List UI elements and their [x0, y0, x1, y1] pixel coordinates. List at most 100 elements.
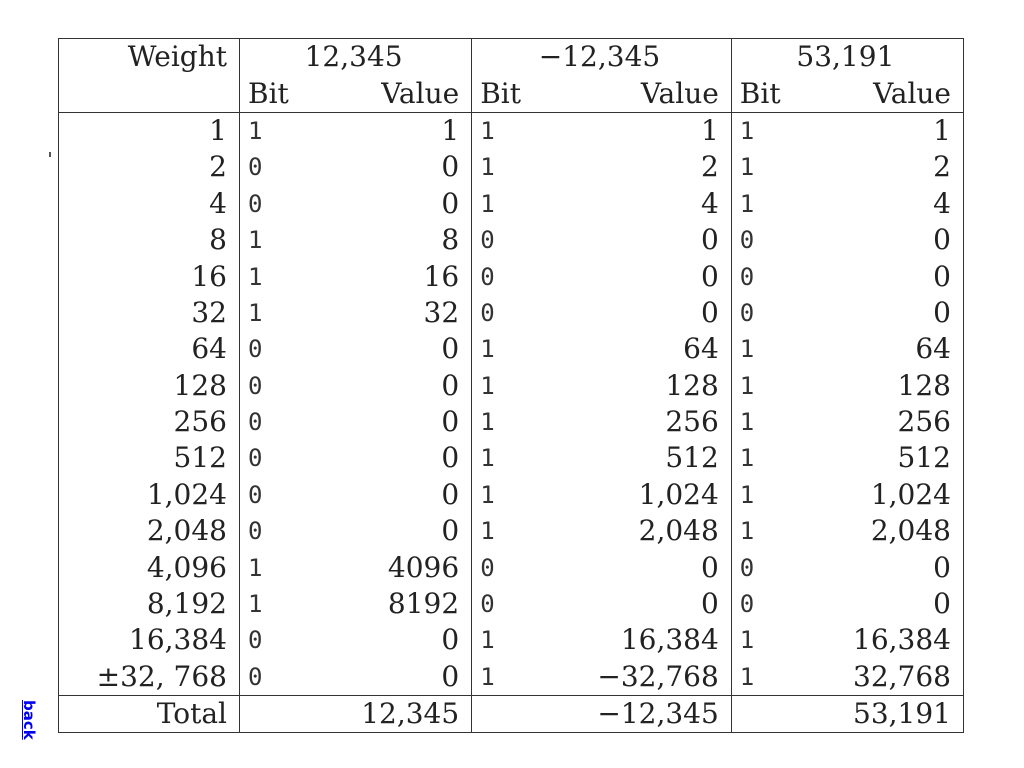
value-cell: 1,024 [638, 477, 719, 511]
value-cell: 2 [700, 150, 719, 184]
table-row: ±32, 768 0 0 1 −32,768 1 32,768 [58, 658, 965, 696]
weight-cell: 4,096 [58, 549, 240, 586]
bit-cell: 1 [730, 367, 811, 404]
weight-cell: 1,024 [58, 476, 240, 514]
value-cell: 16,384 [810, 622, 965, 659]
table-row: 1 1 1 1 1 1 1 [58, 112, 965, 150]
value-cell: 0 [700, 550, 719, 584]
table-row: 16 1 16 0 0 0 0 [58, 258, 965, 295]
value-cell: 0 [441, 623, 460, 657]
value-cell: 4 [700, 186, 719, 220]
bit-cell: 1 [730, 513, 811, 550]
value-cell: 0 [810, 221, 965, 259]
bit-cell: 0 [471, 294, 550, 332]
bit-cell: 1 [730, 185, 811, 222]
weight-cell: ±32, 768 [58, 658, 240, 696]
value-cell: 128 [665, 368, 719, 402]
weight-cell: 2,048 [58, 513, 240, 550]
total-value-2: −12,345 [549, 695, 732, 734]
value-cell: 1,024 [810, 476, 965, 514]
weight-cell: 128 [58, 367, 240, 404]
weight-cell: 4 [58, 185, 240, 222]
bit-cell: 1 [471, 185, 550, 222]
weight-cell: 32 [58, 294, 240, 332]
bit-cell: 1 [730, 403, 811, 441]
value-cell: 256 [810, 403, 965, 441]
value-cell: 0 [700, 587, 719, 621]
value-cell: 512 [665, 441, 719, 475]
table-row: 4,096 1 4096 0 0 0 0 [58, 549, 965, 586]
table-row: 256 0 0 1 256 1 256 [58, 403, 965, 441]
bit-cell: 1 [471, 658, 550, 696]
value-cell: 128 [810, 367, 965, 404]
value-cell: 32,768 [810, 658, 965, 696]
bit-cell: 0 [238, 476, 319, 514]
table-row: 1,024 0 0 1 1,024 1 1,024 [58, 476, 965, 514]
value-cell: 0 [441, 186, 460, 220]
group-header-1: 12,345 [238, 38, 472, 76]
value-cell: 4 [810, 185, 965, 222]
bit-cell: 1 [471, 622, 550, 659]
bit-cell: 1 [730, 476, 811, 514]
value-cell: 1 [810, 112, 965, 150]
weight-cell: 16,384 [58, 622, 240, 659]
bit-cell: 0 [730, 294, 811, 332]
total-bit-spacer [238, 695, 319, 734]
table-row: 2 0 0 1 2 1 2 [58, 149, 965, 186]
table-row: 512 0 0 1 512 1 512 [58, 440, 965, 477]
total-value-1: 12,345 [318, 695, 472, 734]
value-cell: 0 [441, 405, 460, 439]
weight-cell: 512 [58, 440, 240, 477]
bit-header-2: Bit [471, 75, 550, 113]
weight-cell: 8,192 [58, 585, 240, 623]
value-cell: 0 [810, 294, 965, 332]
value-cell: 1 [700, 113, 719, 147]
bit-cell: 0 [730, 258, 811, 295]
value-cell: 0 [441, 477, 460, 511]
bit-cell: 0 [471, 221, 550, 259]
value-cell: 0 [441, 659, 460, 693]
value-cell: 1 [441, 113, 460, 147]
value-cell: 0 [700, 223, 719, 257]
value-header-3: Value [810, 75, 965, 113]
weight-subheader [58, 75, 240, 113]
bit-cell: 1 [238, 221, 319, 259]
bit-cell: 1 [730, 331, 811, 368]
table-body: 1 1 1 1 1 1 1 2 0 0 1 2 1 2 4 0 0 1 4 1 … [58, 112, 965, 734]
table-row: 16,384 0 0 1 16,384 1 16,384 [58, 622, 965, 659]
bit-cell: 1 [238, 294, 319, 332]
value-cell: −32,768 [597, 659, 719, 693]
total-label: Total [58, 695, 240, 734]
value-header-2: Value [640, 76, 719, 110]
value-cell: 0 [700, 295, 719, 329]
bit-cell: 0 [238, 513, 319, 550]
value-cell: 512 [810, 440, 965, 477]
value-cell: 64 [683, 332, 719, 366]
bit-cell: 0 [238, 331, 319, 368]
value-cell: 2 [810, 149, 965, 186]
bit-cell: 1 [238, 549, 319, 586]
total-bit-spacer [471, 695, 550, 734]
back-link[interactable]: back [20, 700, 38, 740]
table-row: 32 1 32 0 0 0 0 [58, 294, 965, 332]
value-cell: 2,048 [638, 514, 719, 548]
bit-cell: 1 [471, 440, 550, 477]
value-cell: 0 [441, 514, 460, 548]
bit-cell: 1 [238, 585, 319, 623]
weight-cell: 2 [58, 149, 240, 186]
weight-cell: 8 [58, 221, 240, 259]
bit-cell: 0 [238, 622, 319, 659]
value-cell: 2,048 [810, 513, 965, 550]
value-cell: 4096 [387, 550, 460, 584]
bit-cell: 0 [471, 549, 550, 586]
value-cell: 64 [810, 331, 965, 368]
value-cell: 0 [441, 368, 460, 402]
bit-header-1: Bit [238, 75, 319, 113]
bit-cell: 1 [238, 258, 319, 295]
bit-cell: 1 [471, 513, 550, 550]
bit-cell: 1 [471, 331, 550, 368]
bit-cell: 1 [730, 149, 811, 186]
bit-cell: 1 [730, 658, 811, 696]
bit-cell: 1 [730, 112, 811, 150]
bit-header-3: Bit [730, 75, 811, 113]
